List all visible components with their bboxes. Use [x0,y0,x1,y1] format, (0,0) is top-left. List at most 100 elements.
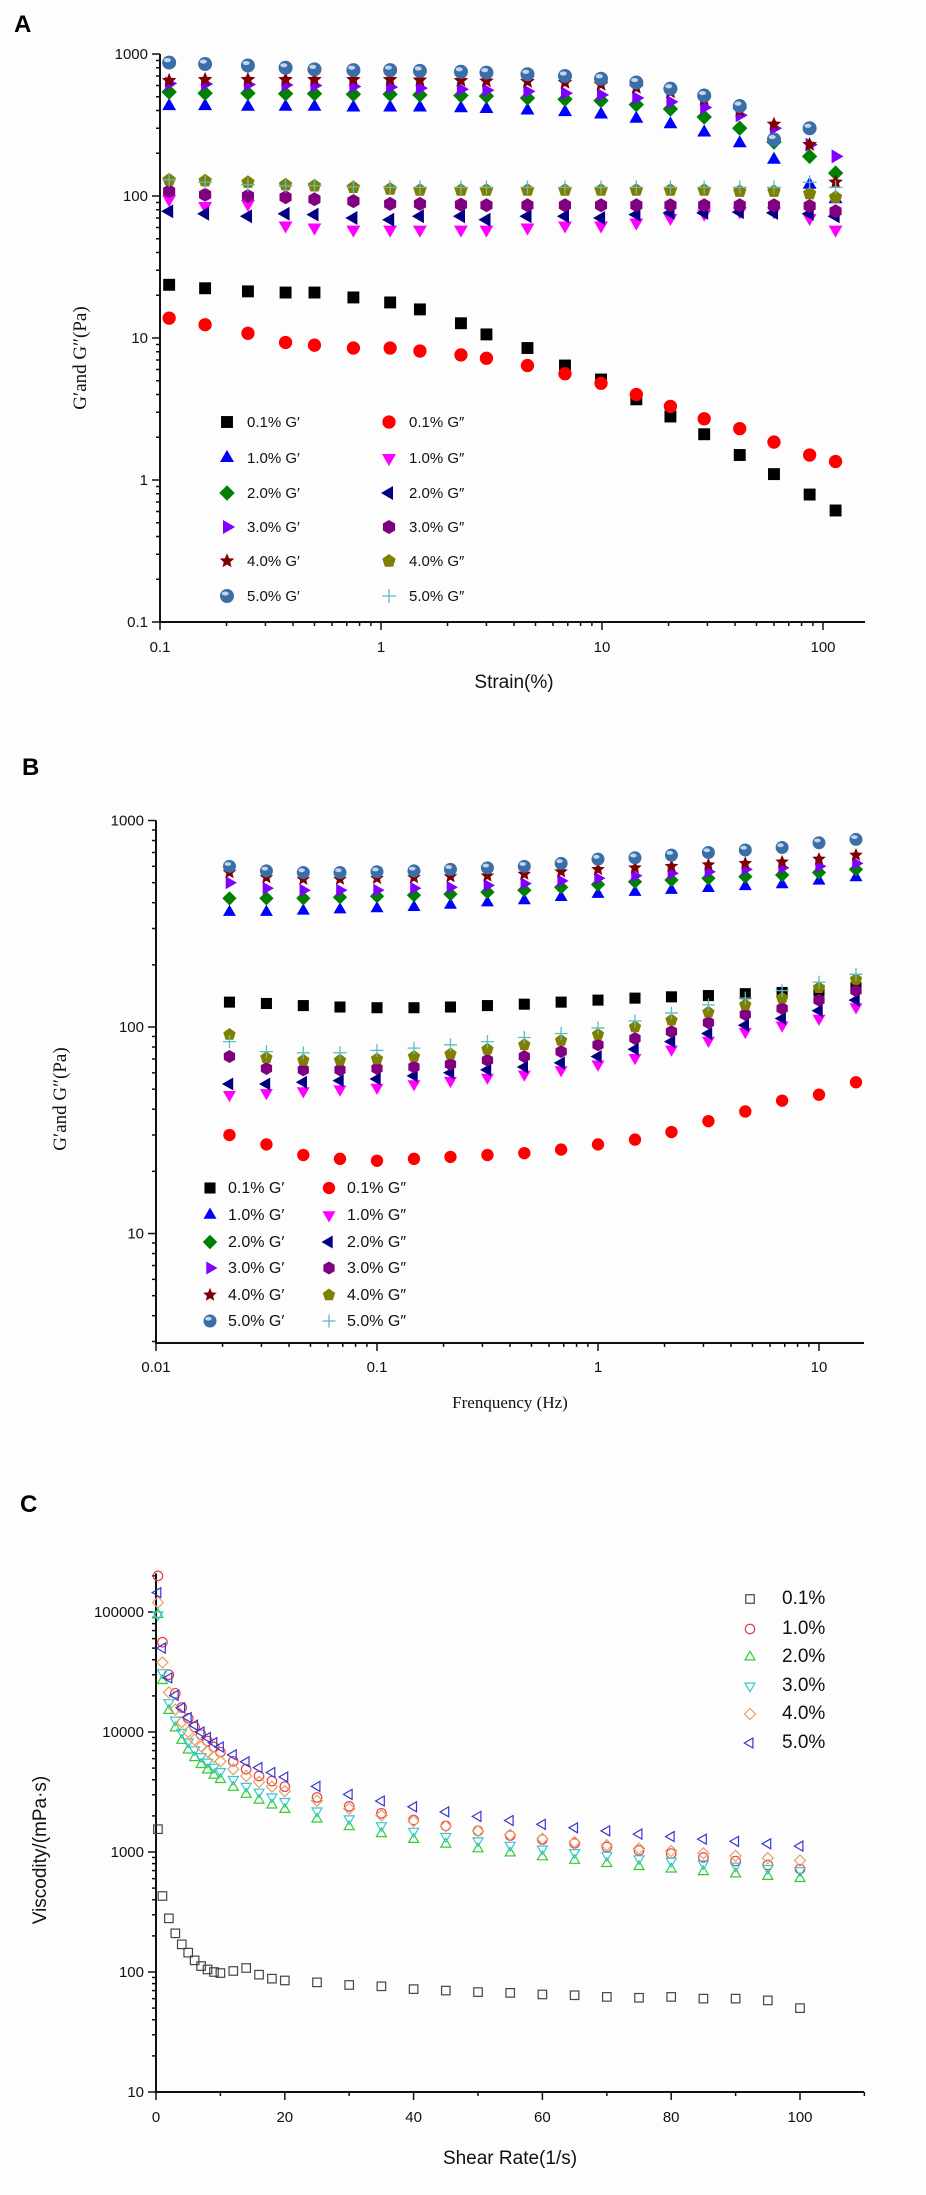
sphere-highlight [221,591,229,596]
data-point [737,1018,749,1032]
data-point [634,1992,644,2003]
data-point [412,72,428,87]
data-point [561,86,573,101]
y-tick-label: 10 [131,330,148,347]
data-point [239,1769,253,1783]
data-point [239,1755,250,1768]
data-point [767,435,781,449]
data-point [828,225,843,238]
data-point [446,880,458,894]
y-axis-title: G′and G″(Pa) [70,306,91,409]
data-point [664,1006,678,1020]
legend-marker [220,449,234,462]
data-point [253,1793,266,1804]
data-point [849,1003,863,1015]
sphere-highlight [851,835,858,840]
data-point [559,359,571,372]
data-point [698,1852,709,1863]
data-point [168,1689,179,1702]
data-point [793,1854,807,1867]
data-point [407,1827,420,1839]
data-point [760,1837,772,1850]
data-point [595,198,608,213]
data-point [479,65,494,80]
data-point [480,198,493,213]
data-point [225,876,237,890]
data-point [374,1794,385,1808]
data-point [312,1977,322,1988]
legend-marker [202,1234,218,1250]
data-point [346,71,361,86]
data-point [698,1993,709,2004]
sphere-highlight [163,58,171,63]
data-point [346,99,361,112]
data-point [848,862,864,877]
data-point [663,116,678,129]
x-tick-label: 0 [152,2109,160,2126]
data-point [439,1819,453,1833]
sphere-highlight [556,859,563,864]
data-point [761,1869,774,1881]
data-point [632,1855,646,1866]
data-point [181,1725,195,1739]
data-point [591,862,605,876]
data-point [164,1913,174,1924]
data-point [195,1752,208,1764]
data-point [812,836,826,850]
data-point [829,204,842,219]
sphere-body [697,88,712,103]
data-point [333,1152,347,1165]
data-point [702,1114,715,1128]
data-point [664,198,677,213]
sphere-highlight [309,64,317,69]
data-point [444,897,457,909]
data-point [594,376,608,390]
data-point [591,1138,605,1151]
data-point [813,993,825,1007]
sphere-highlight [261,866,269,871]
data-point [479,351,494,365]
data-point [189,1955,200,1966]
data-point [812,852,826,865]
legend-label: 1.0% [782,1618,825,1639]
x-tick-label: 80 [663,2109,680,2126]
data-point [333,866,347,880]
sphere-highlight [242,60,250,66]
data-point [439,1832,452,1844]
data-point [370,1154,384,1167]
sphere-highlight [335,868,342,873]
data-point [775,1094,789,1107]
legend-label: 1.0% G′ [247,450,300,467]
data-point [346,63,361,78]
data-point [732,135,747,148]
data-point [438,1805,450,1818]
series-0-1-g- [163,278,842,517]
data-point [481,1000,493,1012]
data-point [196,1961,206,1971]
data-point [296,1087,310,1099]
data-point [223,1028,236,1040]
sphere-highlight [481,68,489,73]
legend-marker [203,1314,217,1328]
panel-label: A [14,11,31,38]
data-point [407,1050,421,1062]
data-point [346,225,361,238]
sphere-highlight [224,862,232,867]
data-point [471,1824,485,1838]
data-point [342,1802,356,1815]
data-point [333,1046,347,1060]
data-point [412,63,427,78]
data-point [407,1814,420,1828]
legend-label: 1.0% G′ [228,1207,284,1224]
data-point [793,1840,804,1853]
data-point [471,1842,485,1853]
legend-marker [219,553,235,568]
data-point [732,99,747,114]
data-point [536,1850,549,1861]
data-point [518,1050,530,1063]
legend-marker [322,1314,336,1328]
y-tick-label: 1000 [111,1844,144,1861]
data-point [558,198,571,213]
data-point [443,869,458,883]
data-point [592,994,604,1006]
